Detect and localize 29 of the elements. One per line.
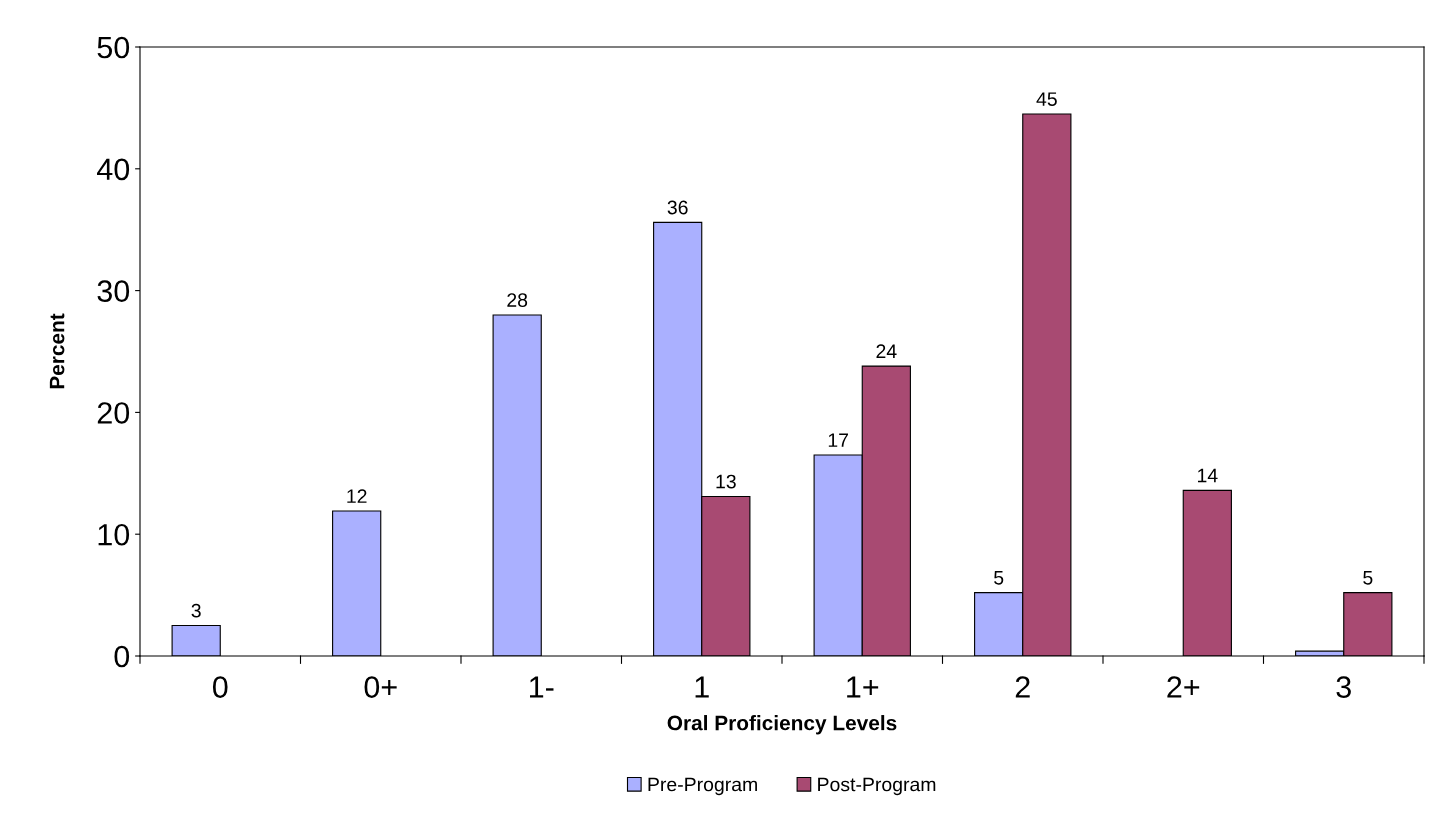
data-label: 12	[347, 489, 367, 503]
data-label: 28	[507, 293, 528, 307]
x-axis-title: Oral Proficiency Levels	[667, 715, 897, 735]
data-label: 24	[876, 344, 897, 358]
y-tick-label: 20	[97, 402, 130, 424]
y-tick-label: 10	[98, 523, 130, 546]
legend-label: Post-Program	[818, 777, 936, 796]
legend-label: Pre-Program	[648, 777, 757, 796]
x-tick-label: 1+	[847, 676, 879, 698]
data-label: 3	[191, 603, 201, 618]
data-label: 36	[667, 200, 688, 215]
data-label: 5	[994, 571, 1004, 585]
y-axis-title: Percent	[49, 313, 65, 389]
x-tick-label: 2+	[1167, 676, 1200, 698]
data-label: 17	[828, 433, 849, 447]
y-tick-label: 40	[97, 158, 130, 181]
x-tick-label: 0+	[364, 676, 397, 698]
data-label: 5	[1363, 571, 1373, 585]
y-tick-label: 30	[97, 280, 130, 302]
x-tick-label: 1-	[530, 676, 554, 698]
data-label: 14	[1197, 468, 1218, 483]
x-tick-label: 3	[1336, 676, 1351, 698]
y-tick-label: 50	[97, 36, 130, 59]
x-tick-label: 1	[695, 676, 709, 698]
data-label: 45	[1036, 92, 1057, 106]
x-tick-label: 2	[1015, 676, 1030, 698]
x-tick-label: 0	[212, 676, 228, 698]
y-tick-label: 0	[114, 645, 130, 668]
data-label: 13	[716, 474, 736, 489]
